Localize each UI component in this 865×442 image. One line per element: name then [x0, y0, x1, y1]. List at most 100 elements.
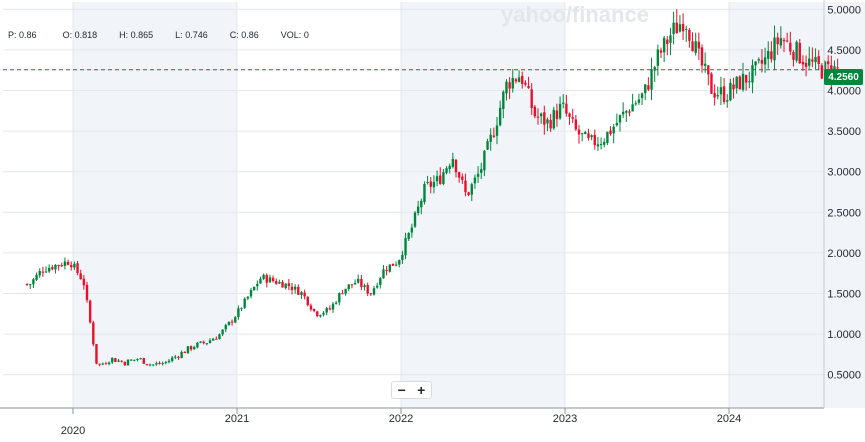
candle-body [211, 338, 215, 341]
candle [710, 72, 713, 94]
candle [826, 55, 830, 71]
candle-body [63, 261, 67, 266]
candle-body [183, 351, 186, 354]
candle-body [804, 62, 808, 67]
candle [798, 38, 801, 64]
candle [237, 305, 240, 320]
candle [476, 166, 480, 183]
candle [25, 283, 29, 287]
candle [754, 61, 757, 76]
candle [514, 77, 518, 84]
candle [341, 289, 344, 295]
candle [47, 264, 51, 273]
candle-body [650, 69, 653, 90]
candle-body [562, 102, 565, 104]
candle-body [341, 293, 344, 295]
candle [650, 57, 653, 101]
candle [587, 128, 590, 141]
candle-body [316, 311, 319, 317]
chart-grid [3, 2, 824, 408]
candle [325, 306, 328, 316]
candle-body [66, 261, 70, 265]
candle [744, 74, 748, 91]
candle [454, 158, 458, 178]
candle-body [262, 274, 265, 279]
y-tick-label: 1.0000 [827, 329, 861, 341]
low-readout: L: 0.746 [175, 30, 208, 40]
high-label: H: [119, 30, 129, 40]
candle-body [404, 238, 407, 256]
candle-body [38, 271, 41, 276]
candle [599, 137, 603, 150]
candle [57, 264, 60, 271]
candle-body [767, 50, 770, 59]
candle-body [322, 312, 325, 315]
candle-body [811, 59, 814, 62]
candle-body [70, 265, 73, 268]
volume-value: 0 [303, 30, 309, 40]
candle [647, 77, 650, 92]
candle [426, 175, 429, 185]
candle-body [678, 24, 682, 32]
candle-body [738, 76, 742, 90]
candle-body [234, 317, 237, 323]
candle [590, 134, 593, 141]
candle [95, 344, 98, 365]
candle-body [656, 49, 660, 66]
candle [41, 266, 45, 277]
candle-body [568, 113, 571, 117]
candle-body [625, 110, 628, 113]
candle-body [357, 278, 360, 283]
candle [713, 84, 716, 106]
candle-body [798, 42, 801, 64]
ohlc-readout: P: 0.86 O: 0.818 H: 0.865 L: 0.746 C: 0.… [8, 30, 309, 40]
candle-body [429, 181, 432, 187]
candle-body [659, 50, 663, 53]
candle-body [350, 284, 354, 286]
volume-readout: VOL: 0 [281, 30, 309, 40]
candle-body [732, 84, 735, 90]
candle [558, 96, 562, 120]
candle-body [770, 51, 773, 60]
x-tick-label: 2024 [717, 413, 741, 425]
candle-body [95, 344, 98, 364]
zoom-in-button[interactable]: + [417, 382, 426, 398]
candle [360, 274, 363, 291]
candle [420, 198, 423, 215]
candle [174, 354, 177, 360]
candle [555, 103, 559, 127]
candle-body [158, 362, 161, 364]
candle-body [530, 89, 533, 108]
candle-body [196, 342, 199, 348]
candle-body [590, 135, 593, 138]
candle-body [174, 356, 177, 358]
candle [603, 138, 606, 148]
candle [271, 275, 275, 283]
shaded-year-band [729, 2, 865, 408]
x-tick-label: 2021 [225, 413, 249, 425]
candle-body [82, 278, 86, 286]
candle [101, 362, 104, 366]
candle-body [675, 22, 678, 34]
candle-body [476, 173, 480, 177]
candle-body [300, 292, 303, 295]
candle [338, 292, 341, 306]
candle-body [32, 279, 35, 285]
candle-body [489, 134, 492, 142]
candle [445, 166, 448, 175]
candle [432, 175, 436, 194]
candle-body [208, 340, 212, 344]
candle-body [167, 360, 171, 363]
candle [429, 177, 432, 194]
candle-body [51, 267, 54, 270]
candle [732, 77, 735, 99]
y-tick-label: 2.5000 [827, 207, 861, 219]
candle-body [754, 61, 757, 66]
candle-body [227, 321, 231, 326]
candle-body [596, 144, 600, 147]
zoom-out-button[interactable]: − [397, 382, 406, 398]
candle-body [543, 112, 546, 125]
candle-body [681, 23, 685, 32]
candle-body [309, 305, 313, 310]
